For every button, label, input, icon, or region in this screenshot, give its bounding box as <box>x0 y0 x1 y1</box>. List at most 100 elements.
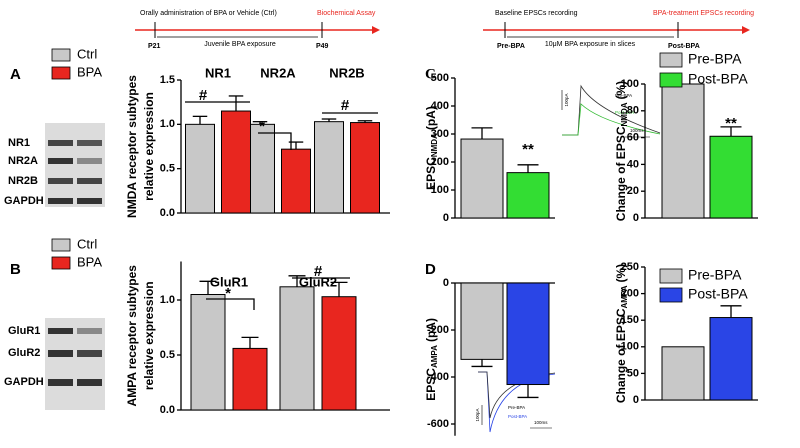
bar <box>190 294 226 411</box>
y-tick-label: -200 <box>427 324 449 336</box>
timeline-text: 10μM BPA exposure in slices <box>545 41 636 48</box>
legend-swatch <box>51 238 71 252</box>
timeline-text: Biochemical Assay <box>317 10 376 17</box>
western-blot: GluR1 GluR2 GAPDH <box>4 318 105 410</box>
y-axis-label: Change of EPSCAMPA (%) <box>614 264 629 403</box>
bar <box>281 148 311 214</box>
label-unit: (%) <box>614 81 628 100</box>
label-unit: (%) <box>614 264 628 283</box>
y-axis-label: relative expression <box>142 92 156 201</box>
legend-label: Pre-BPA <box>688 267 742 283</box>
annotation: * <box>225 285 231 302</box>
label-unit: (pA) <box>424 106 438 130</box>
legend-label: Ctrl <box>77 236 97 251</box>
western-blot: NR1 NR2A NR2B GAPDH <box>4 123 105 207</box>
timeline-text: BPA-treatment EPSCs recording <box>653 10 754 17</box>
blot-band <box>77 350 102 357</box>
y-tick-label: 20 <box>627 185 639 197</box>
blot-band <box>48 379 73 386</box>
label-sub: NMDA <box>620 102 629 126</box>
blot-band <box>77 158 102 164</box>
y-tick-label: 400 <box>431 100 449 112</box>
blot-band <box>77 140 102 146</box>
bar <box>321 296 357 411</box>
blot-label: NR2A <box>8 155 38 167</box>
category-label: NR1 <box>205 65 231 80</box>
blot-band <box>48 140 73 146</box>
blot-band <box>77 328 102 334</box>
legend-label: Ctrl <box>77 46 97 61</box>
trace <box>562 84 661 136</box>
y-tick-label: 0.5 <box>160 349 175 361</box>
bar <box>350 122 380 214</box>
y-axis-label: relative expression <box>142 281 156 390</box>
y-tick-label: 500 <box>431 72 449 84</box>
blot-band <box>77 198 102 204</box>
timeline-text: Baseline EPSCs recording <box>495 10 578 17</box>
label-sub: AMPA <box>430 345 439 368</box>
legend-swatch <box>51 256 71 270</box>
category-label: NR2A <box>260 65 296 80</box>
label-main: EPSC <box>424 157 438 190</box>
significance-bracket <box>258 132 292 150</box>
blot-label: GluR1 <box>8 325 40 337</box>
y-tick-label: 1.0 <box>160 118 175 130</box>
bar <box>661 83 705 219</box>
timeline-left: Orally administration of BPA or Vehicle … <box>135 10 380 50</box>
bar <box>709 317 753 401</box>
panel-letter: A <box>10 66 21 83</box>
y-tick-label: 300 <box>431 128 449 140</box>
annotation: * <box>259 118 265 135</box>
blot-band <box>48 178 73 184</box>
y-tick-label: 200 <box>621 288 639 300</box>
y-tick-label: 0 <box>443 212 449 224</box>
y-tick-label: 0 <box>443 277 449 289</box>
bar <box>709 135 753 219</box>
y-tick-label: 0 <box>633 394 639 406</box>
y-tick-label: 100 <box>621 78 639 90</box>
inset-label: 100pA <box>475 408 480 421</box>
blot-band <box>77 178 102 184</box>
panel-letter: D <box>425 261 436 278</box>
y-tick-label: 80 <box>627 105 639 117</box>
label-sub: AMPA <box>620 285 629 308</box>
y-tick-label: 50 <box>627 367 639 379</box>
legend-label: Post-BPA <box>688 71 748 87</box>
bar <box>279 286 315 411</box>
blot-band <box>48 350 73 357</box>
bar <box>221 110 251 214</box>
legend-label: Post-BPA <box>688 286 748 302</box>
arrow-head <box>372 26 380 34</box>
inset-label: Pre-BPA <box>615 93 632 98</box>
panel-letter: B <box>10 261 21 278</box>
inset-label: Pre-BPA <box>508 405 525 410</box>
blot-label: GAPDH <box>4 195 44 207</box>
inset-label: 100ms <box>534 420 548 425</box>
blot-band <box>48 198 73 204</box>
annotation: # <box>341 97 350 114</box>
bar <box>661 346 705 401</box>
inset-label: Post-BPA <box>615 110 634 115</box>
y-tick-label: 150 <box>621 314 639 326</box>
y-tick-label: -600 <box>427 418 449 430</box>
y-axis-label: Change of EPSCNMDA (%) <box>614 81 629 221</box>
legend-label: BPA <box>77 64 102 79</box>
bar <box>460 138 504 219</box>
category-label: GluR1 <box>210 274 248 289</box>
y-tick-label: 0.5 <box>160 163 175 175</box>
blot-label: GAPDH <box>4 376 44 388</box>
y-tick-label: 1.5 <box>160 74 175 86</box>
legend-swatch <box>659 52 683 68</box>
y-tick-label: 0.0 <box>160 404 175 416</box>
legend-swatch <box>659 72 683 88</box>
legend-swatch <box>51 48 71 62</box>
y-axis-label: EPSCAMPA (pA) <box>424 318 439 401</box>
blot-label: GluR2 <box>8 347 40 359</box>
y-tick-label: 0.0 <box>160 207 175 219</box>
label-sub: NMDA <box>430 133 439 157</box>
y-axis-label: NMDA receptor subtypes <box>125 75 139 218</box>
inset-label: Post-BPA <box>508 414 527 419</box>
panel-letter: C <box>425 66 436 82</box>
bar <box>185 123 215 214</box>
